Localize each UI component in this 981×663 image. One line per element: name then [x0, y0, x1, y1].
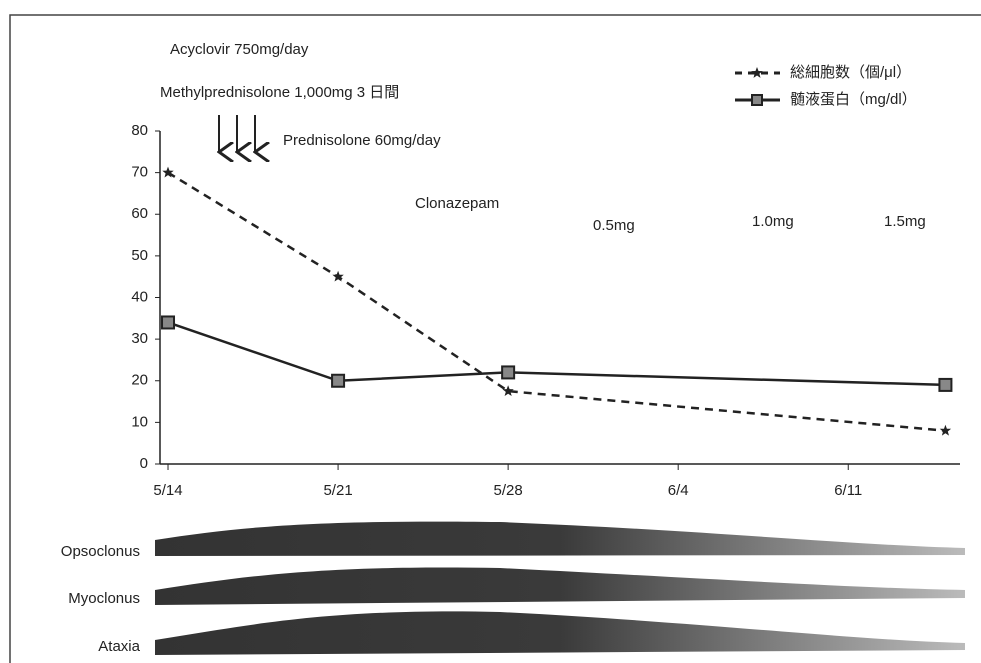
x-tick-label: 5/28	[494, 482, 523, 499]
y-tick-label: 60	[131, 205, 148, 222]
y-tick-label: 80	[131, 122, 148, 139]
annotation: Clonazepam	[415, 195, 499, 212]
point	[940, 425, 951, 436]
chart: 0 10 20 30 40 50 60 70 80 5/14 5/21 5/28 6/4 6/11 総細胞数…	[0, 0, 981, 663]
annotation: Prednisolone 60mg/day	[283, 132, 441, 149]
annotation: Acyclovir 750mg/day	[170, 41, 309, 58]
symptom-bands	[155, 522, 965, 655]
legend-label: 髄液蛋白（mg/dl）	[790, 91, 917, 108]
point	[502, 385, 513, 396]
symptom-label: Ataxia	[98, 638, 140, 655]
point	[939, 379, 951, 391]
x-tick-label: 5/14	[153, 482, 182, 499]
y-tick-label: 20	[131, 372, 148, 389]
y-tick-label: 50	[131, 247, 148, 264]
legend-marker	[752, 95, 762, 105]
y-tick-label: 30	[131, 330, 148, 347]
point	[332, 271, 343, 282]
legend-marker	[751, 67, 762, 78]
dose-arrows	[219, 115, 255, 152]
point	[332, 375, 344, 387]
annotation: 1.0mg	[752, 213, 794, 230]
symptom-label: Opsoclonus	[61, 543, 140, 560]
symptom-label: Myoclonus	[68, 590, 140, 607]
x-tick-label: 6/4	[668, 482, 689, 499]
y-tick-label: 70	[131, 164, 148, 181]
series-line	[168, 173, 945, 431]
annotation: 0.5mg	[593, 217, 635, 234]
x-tick-label: 5/21	[323, 482, 352, 499]
legend-label: 総細胞数（個/μl）	[790, 64, 911, 81]
y-tick-label: 10	[131, 413, 148, 430]
y-tick-label: 0	[140, 455, 148, 472]
annotation: Methylprednisolone 1,000mg 3 日間	[160, 84, 399, 101]
y-tick-label: 40	[131, 288, 148, 305]
annotation: 1.5mg	[884, 213, 926, 230]
point	[502, 366, 514, 378]
series-line	[168, 322, 945, 384]
x-tick-label: 6/11	[834, 482, 862, 499]
point	[162, 316, 174, 328]
